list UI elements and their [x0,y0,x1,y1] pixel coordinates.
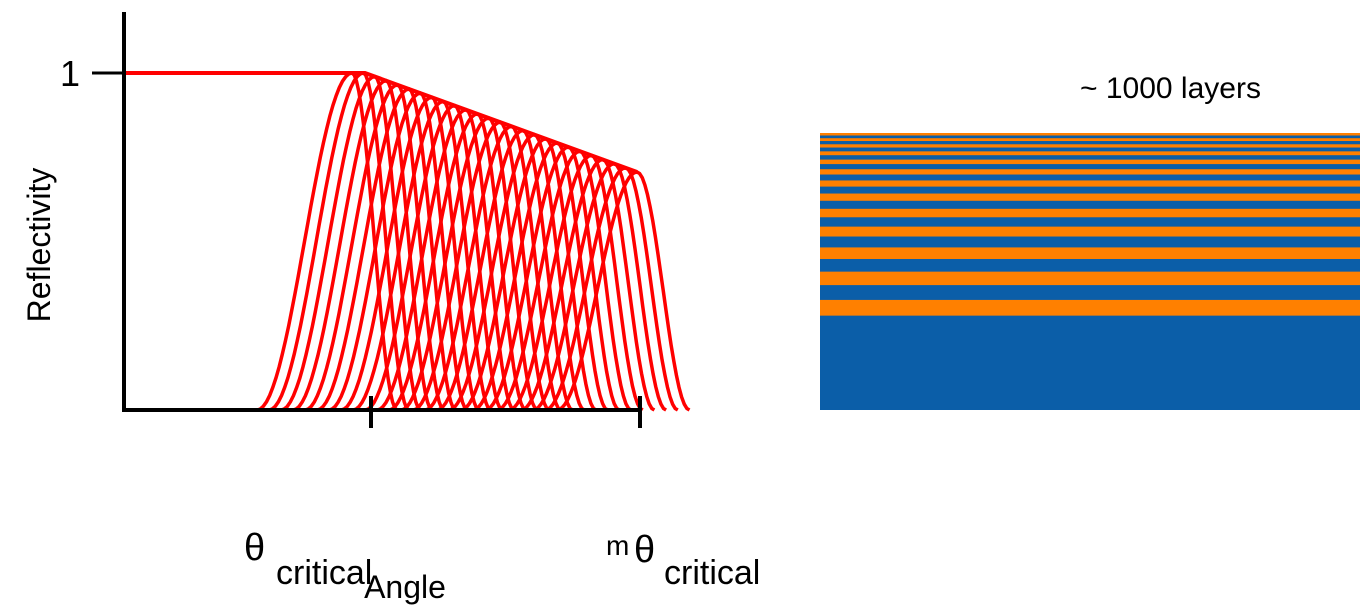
layer [820,180,1360,186]
layer [820,169,1360,174]
x-axis-label: Angle [364,569,446,605]
layer [820,148,1360,152]
layer [820,141,1360,144]
subscript: critical [664,554,760,592]
layer [820,133,1360,136]
stack-label: ~ 1000 layers [1080,72,1261,105]
subscript: critical [276,554,372,592]
curve [557,172,690,410]
layer [820,175,1360,181]
layer [820,164,1360,169]
figure: 1 Reflectivity Angle θ critical m θ crit… [0,0,1372,610]
y-tick-label: 1 [60,53,80,94]
curve [545,168,678,410]
layer [820,136,1360,139]
theta-symbol: θ [244,527,265,569]
reflectivity-curves [124,73,690,410]
layer [820,138,1360,141]
layer [820,151,1360,155]
layer-stack [820,133,1360,410]
prefix: m [606,530,629,561]
layer [820,160,1360,165]
layer [820,187,1360,194]
layer [820,237,1360,248]
theta-symbol: θ [634,529,655,571]
layer [820,259,1360,272]
layer [820,316,1360,317]
layer [820,300,1360,316]
layer [820,285,1360,300]
layer [820,194,1360,201]
layer [820,155,1360,159]
layer [820,227,1360,237]
layer [820,201,1360,209]
layer [820,217,1360,226]
layer [820,272,1360,286]
y-axis-label: Reflectivity [21,168,57,323]
layer [820,144,1360,147]
layer [820,209,1360,218]
layer [820,247,1360,259]
